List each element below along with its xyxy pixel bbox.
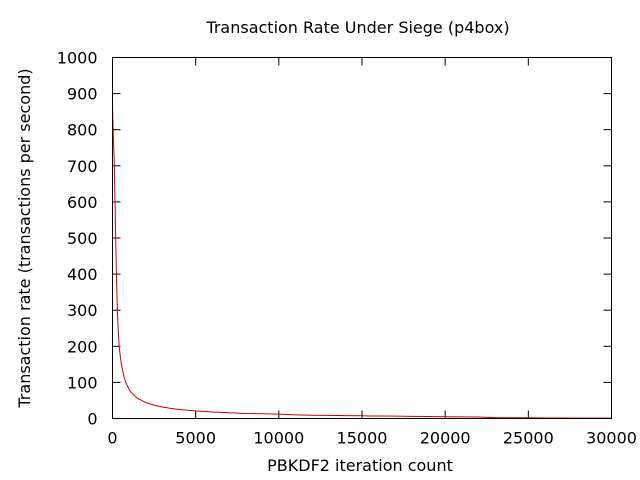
x-tick-label: 0 — [107, 429, 117, 448]
y-tick-label: 600 — [67, 193, 98, 212]
y-axis-label: Transaction rate (transactions per secon… — [15, 68, 34, 408]
y-tick-label: 1000 — [57, 49, 98, 68]
x-tick-label: 10000 — [253, 429, 304, 448]
x-tick-label: 5000 — [175, 429, 216, 448]
y-tick-label: 500 — [67, 229, 98, 248]
y-tick-label: 200 — [67, 337, 98, 356]
plot-frame — [112, 57, 612, 419]
x-tick-label: 25000 — [503, 429, 554, 448]
axis-ticks — [112, 57, 612, 419]
x-tick-label: 20000 — [420, 429, 471, 448]
x-axis-label: PBKDF2 iteration count — [267, 456, 453, 475]
y-tick-label: 0 — [87, 410, 97, 429]
y-tick-label: 900 — [67, 85, 98, 104]
chart-title: Transaction Rate Under Siege (p4box) — [205, 18, 509, 37]
y-tick-label: 100 — [67, 373, 98, 392]
y-tick-label: 800 — [67, 121, 98, 140]
x-tick-label: 30000 — [586, 429, 637, 448]
y-tick-label: 300 — [67, 301, 98, 320]
y-tick-label: 700 — [67, 157, 98, 176]
y-tick-label: 400 — [67, 265, 98, 284]
x-tick-label: 15000 — [337, 429, 388, 448]
series-line-transaction-rate — [112, 106, 612, 419]
